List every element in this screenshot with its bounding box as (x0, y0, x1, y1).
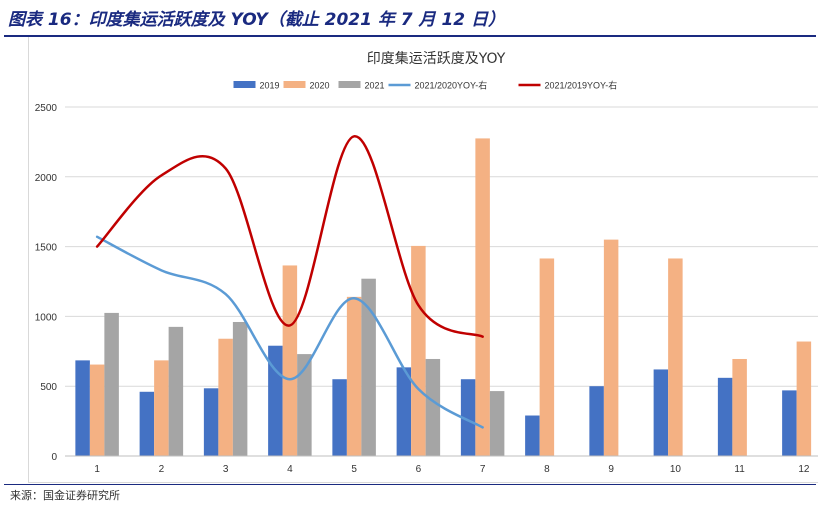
x-tick-label: 1 (94, 464, 100, 475)
legend-swatch (283, 81, 306, 88)
bar-2019 (589, 386, 604, 456)
y-tick-label: 1000 (35, 312, 58, 323)
bar-2021 (361, 278, 376, 456)
figure-title: 图表 16：印度集运活跃度及 YOY（截止 2021 年 7 月 12 日） (8, 10, 506, 30)
legend-label: 2020 (310, 81, 330, 91)
bar-2020 (539, 258, 555, 456)
legend-item: 2021 (338, 81, 385, 91)
y-tick-label: 1500 (35, 243, 58, 254)
x-tick-label: 8 (544, 464, 550, 475)
legend-label: 2019 (260, 81, 280, 91)
legend: 2019 2020 2021 2021/2020YOY-右 2021/2019YOY-右 (233, 80, 618, 91)
bar-2019 (525, 415, 540, 456)
x-tick-label: 11 (734, 464, 745, 475)
bar-2020 (668, 258, 683, 456)
bar-2021 (104, 312, 119, 456)
title-divider (4, 35, 816, 37)
bar-series (75, 138, 812, 456)
legend-item: 2021/2020YOY-右 (388, 80, 488, 91)
legend-item: 2020 (283, 81, 330, 91)
bar-2019 (653, 369, 669, 456)
bar-2020 (346, 296, 362, 456)
legend-label: 2021/2019YOY-右 (545, 80, 618, 91)
legend-item: 2019 (233, 81, 280, 91)
source-divider (4, 484, 816, 485)
x-tick-label: 12 (798, 464, 810, 475)
bar-2019 (139, 391, 155, 456)
bar-2021 (297, 354, 312, 456)
x-tick-label: 3 (223, 464, 229, 475)
line-2021/2020YOY-右 (95, 235, 484, 429)
x-tick-label: 5 (351, 464, 357, 475)
bar-2021 (168, 326, 184, 456)
x-tick-label: 10 (670, 464, 682, 475)
y-tick-label: 2500 (35, 103, 58, 114)
chart-title: 印度集运活跃度及YOY (367, 50, 506, 67)
bar-2021 (425, 358, 441, 456)
legend-label: 2021/2020YOY-右 (415, 80, 488, 91)
bar-2019 (396, 367, 412, 456)
bar-2020 (411, 245, 426, 456)
x-tick-label: 7 (480, 464, 486, 475)
legend-swatch (338, 81, 361, 88)
bar-2021 (489, 391, 505, 456)
bar-2019 (460, 379, 476, 456)
bar-2020 (732, 358, 747, 456)
bar-2020 (89, 364, 105, 456)
bar-2019 (332, 379, 347, 456)
bar-2020 (154, 360, 169, 456)
bar-2019 (717, 377, 733, 456)
plot-frame (28, 37, 818, 483)
bar-2020 (218, 338, 233, 456)
legend-swatch (233, 81, 256, 88)
x-tick-label: 4 (287, 464, 293, 475)
bar-2019 (203, 388, 219, 456)
bar-2020 (796, 341, 812, 456)
bar-2019 (75, 360, 90, 456)
bar-2020 (475, 138, 490, 456)
legend-label: 2021 (365, 81, 385, 91)
x-tick-label: 6 (416, 464, 422, 475)
line-2021/2019YOY-右 (95, 135, 484, 338)
bar-2020 (282, 265, 298, 456)
bar-2020 (603, 239, 619, 456)
x-tick-label: 2 (159, 464, 165, 475)
x-tick-label: 9 (608, 464, 614, 475)
y-tick-label: 0 (51, 452, 57, 463)
bar-2021 (232, 321, 248, 456)
line-series (95, 135, 484, 429)
legend-item: 2021/2019YOY-右 (518, 80, 618, 91)
y-tick-label: 500 (40, 382, 57, 393)
bar-2019 (782, 390, 797, 456)
source-note: 来源：国金证券研究所 (10, 489, 120, 502)
gridlines (65, 106, 818, 387)
y-tick-label: 2000 (35, 173, 58, 184)
